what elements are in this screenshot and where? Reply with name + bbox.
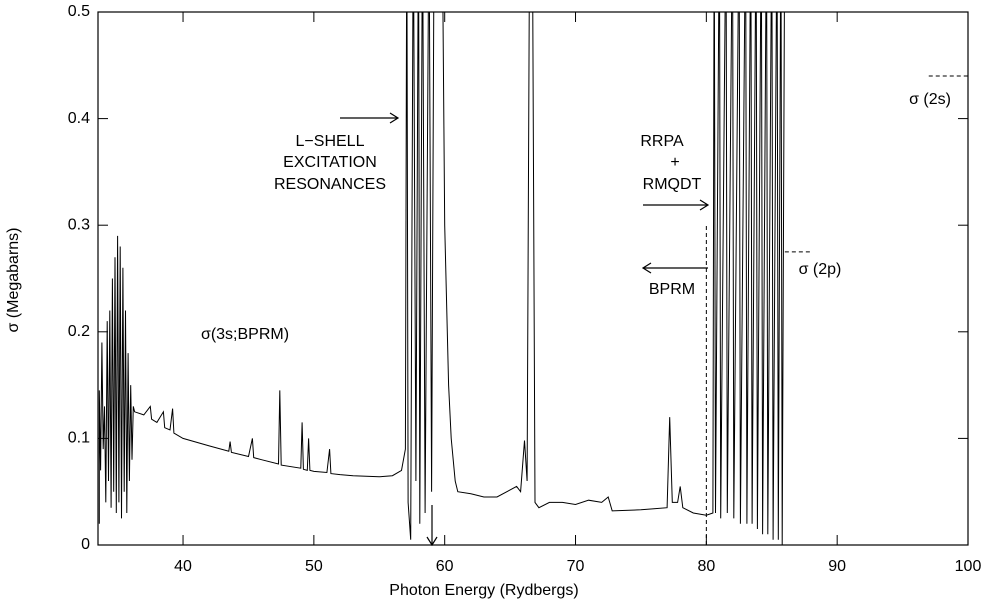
annotation: RRPA — [640, 133, 684, 150]
arrows — [340, 112, 710, 547]
threshold-label: σ (2s) — [909, 91, 951, 108]
x-axis-title: Photon Energy (Rydbergs) — [389, 582, 578, 599]
y-tick-label: 0.4 — [68, 110, 90, 127]
x-tick-label: 100 — [955, 558, 982, 575]
annotation: BPRM — [649, 281, 695, 298]
y-tick-label: 0.2 — [68, 323, 90, 340]
annotation: EXCITATION — [283, 154, 377, 171]
x-tick-label: 60 — [436, 558, 454, 575]
annotation: σ(3s;BPRM) — [201, 326, 289, 343]
x-tick-label: 80 — [697, 558, 715, 575]
x-tick-label: 50 — [305, 558, 323, 575]
y-tick-label: 0.3 — [68, 216, 90, 233]
x-tick-label: 70 — [567, 558, 585, 575]
annotation: RESONANCES — [274, 176, 386, 193]
x-tick-label: 90 — [828, 558, 846, 575]
annotation: RMQDT — [643, 176, 702, 193]
y-tick-label: 0.1 — [68, 430, 90, 447]
threshold-label: σ (2p) — [799, 261, 842, 278]
data-line — [98, 12, 785, 545]
annotation: + — [670, 154, 679, 171]
y-axis-title: σ (Megabarns) — [5, 227, 22, 332]
annotation: L−SHELL — [296, 133, 365, 150]
y-tick-label: 0 — [81, 536, 90, 553]
x-tick-label: 40 — [174, 558, 192, 575]
y-tick-label: 0.5 — [68, 3, 90, 20]
